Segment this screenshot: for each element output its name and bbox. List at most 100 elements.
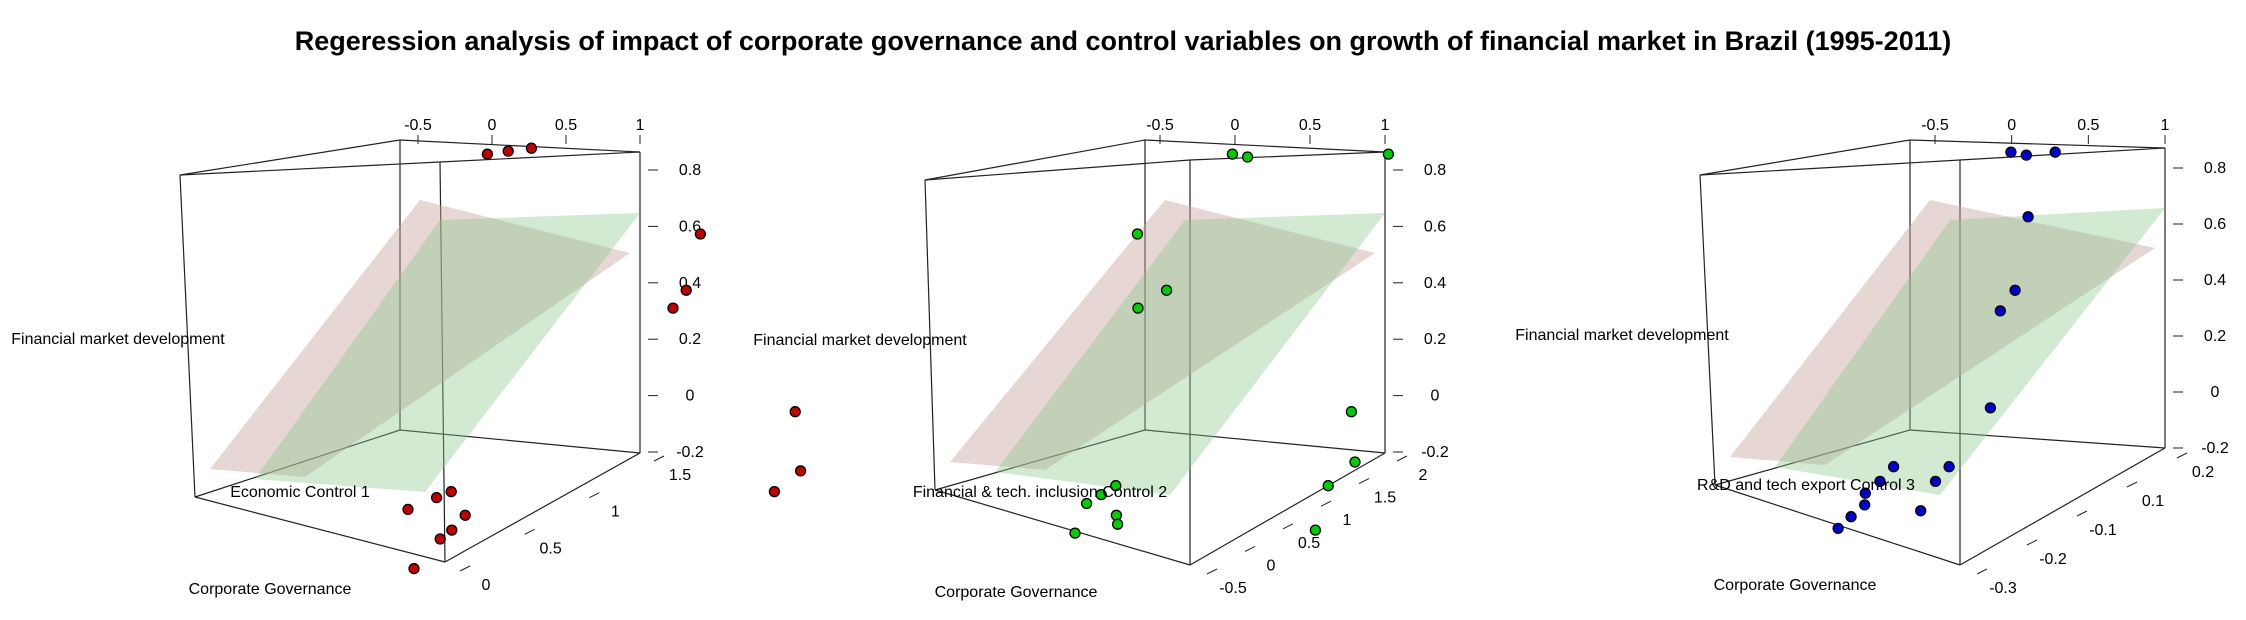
data-point	[1080, 497, 1093, 510]
regression-plane	[210, 200, 630, 477]
y-tick-label: 0	[1231, 117, 1240, 134]
box-edge	[194, 496, 446, 563]
z-tick-label: 0.2	[679, 331, 701, 348]
y-tick-label: -0.5	[1921, 117, 1949, 134]
box-edge	[194, 429, 401, 498]
data-point	[434, 533, 446, 545]
z-tick-label: 0.2	[1424, 331, 1446, 348]
x-tick-label: 0	[1267, 557, 1276, 574]
box-edge	[1959, 147, 2166, 161]
data-point	[1069, 527, 1081, 539]
box-edge	[439, 151, 641, 163]
box-edge	[1959, 447, 2166, 566]
data-point	[2009, 284, 2021, 296]
regression-plane	[255, 213, 640, 492]
z-tick-label: 0.8	[679, 162, 701, 179]
data-point	[1874, 475, 1886, 488]
box-edge	[1189, 452, 1386, 566]
box-edge	[1144, 429, 1386, 454]
y-tick-label: 0	[2007, 117, 2016, 134]
data-point	[2005, 146, 2017, 158]
x-tick	[459, 565, 471, 572]
regression-plane	[995, 213, 1385, 495]
y-axis-label: Economic Control 1	[230, 484, 370, 501]
data-point	[667, 302, 679, 314]
x-tick	[2026, 539, 2038, 546]
x-tick-label: 0.5	[1298, 535, 1320, 552]
data-point	[1132, 302, 1144, 314]
x-tick-label: 0.1	[2142, 493, 2164, 510]
y-tick-label: 1	[1381, 117, 1390, 134]
data-point	[1887, 461, 1900, 473]
box-edge	[399, 429, 641, 454]
box-edge	[179, 139, 401, 176]
x-tick	[1282, 523, 1294, 530]
box-edge	[1909, 429, 2166, 449]
z-tick-label: -0.2	[2201, 440, 2229, 457]
x-tick	[2176, 452, 2188, 459]
box-edge	[1699, 174, 1716, 486]
data-point	[525, 142, 538, 154]
data-point	[1994, 305, 2006, 317]
z-tick-label: 0	[686, 388, 695, 405]
y-axis-label: R&D and tech export Control 3	[1697, 477, 1915, 494]
x-tick-label: -0.5	[1219, 580, 1247, 597]
data-point	[1845, 511, 1857, 523]
data-point	[430, 491, 443, 504]
x-tick	[589, 492, 600, 499]
y-tick-label: 0	[488, 117, 497, 134]
data-point	[794, 465, 807, 477]
data-point	[1110, 480, 1122, 492]
box-edge	[1699, 139, 1911, 176]
data-point	[1984, 402, 1997, 414]
data-point	[408, 562, 420, 575]
data-point	[1859, 499, 1871, 511]
x-tick	[1976, 568, 1988, 575]
data-point	[445, 485, 457, 498]
data-point	[502, 145, 514, 157]
y-tick-label: 1	[2161, 117, 2170, 134]
z-tick-label: 0.4	[2204, 272, 2226, 289]
data-point	[1226, 148, 1239, 160]
panel-3: 0.8 0.6 0.4 0.2 0 -0.2 -0.5 0 0.5 1 -0.3 -0.2 -0.1 0.…	[1515, 117, 2229, 597]
box-edge	[1189, 151, 1386, 161]
x-tick	[1320, 500, 1332, 507]
x-tick-label: -0.3	[1989, 580, 2017, 597]
x-axis-label: Corporate Governance	[935, 584, 1098, 601]
z-tick-label: 0.4	[1424, 275, 1446, 292]
x-tick-label: 2	[1419, 467, 1428, 484]
x-tick-label: 0.2	[2192, 464, 2214, 481]
data-point	[1095, 488, 1107, 501]
z-tick-label: -0.2	[676, 444, 704, 461]
data-point	[481, 148, 494, 160]
data-point	[789, 406, 801, 418]
y-tick-label: -0.5	[1146, 117, 1174, 134]
data-point	[2022, 211, 2034, 223]
box-edge	[444, 452, 641, 563]
data-point	[1322, 480, 1334, 492]
box-edge	[1144, 139, 1386, 153]
x-tick	[653, 455, 665, 462]
data-point	[1345, 406, 1358, 418]
data-point	[1929, 475, 1942, 488]
data-point	[694, 228, 707, 240]
x-tick	[1206, 568, 1218, 575]
box-edge	[179, 161, 441, 176]
x-tick	[1244, 545, 1256, 552]
data-point	[1309, 524, 1322, 536]
z-tick-label: 0.8	[2204, 160, 2226, 177]
chart-title: Regeression analysis of impact of corpor…	[294, 26, 1952, 56]
panel-1: 0.80.60.40.20-0.2-0.5 0 0.5 100.511.5Financ…	[11, 117, 807, 598]
z-tick-label: -0.2	[1421, 444, 1449, 461]
z-tick-label: 0	[2211, 384, 2220, 401]
x-tick	[524, 528, 535, 535]
x-tick	[2126, 481, 2138, 488]
z-axis-label: Financial market development	[753, 332, 967, 349]
data-point	[1382, 148, 1395, 160]
data-point	[768, 485, 781, 498]
data-point	[680, 284, 692, 296]
data-point	[446, 524, 458, 536]
x-tick-label: 0	[482, 577, 491, 594]
y-tick-label: 0.5	[2077, 117, 2099, 134]
